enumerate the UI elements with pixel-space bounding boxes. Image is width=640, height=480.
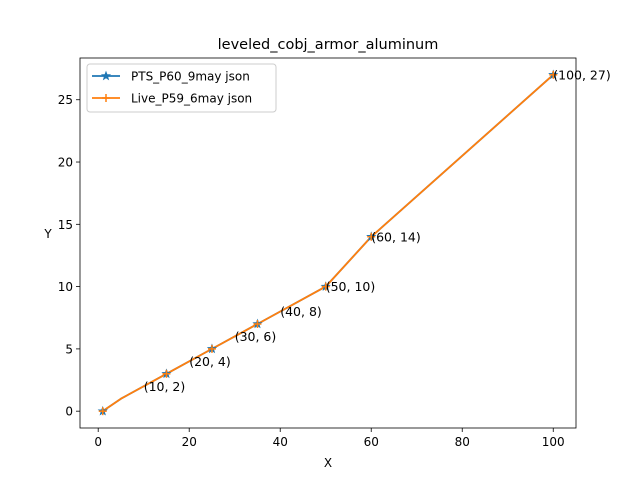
data-label: (10, 2) [144, 379, 186, 394]
y-tick-label: 25 [58, 93, 73, 107]
data-label: (100, 27) [553, 67, 610, 82]
series-2-point-7 [549, 70, 558, 79]
data-label: (60, 14) [371, 229, 421, 244]
legend-entries: PTS_P60_9may json Live_P59_6may json [92, 70, 252, 106]
marker-layer [97, 69, 559, 416]
series-2-point-4 [253, 319, 262, 328]
series-layer [101, 73, 555, 413]
y-tick-label: 0 [65, 405, 73, 419]
series-line-2 [101, 73, 555, 413]
series-2-point-5 [321, 282, 330, 291]
series-2-point-1 [98, 407, 107, 416]
y-tick-label: 10 [58, 280, 73, 294]
series-2-point-3 [207, 344, 216, 353]
legend-entry-2: Live_P59_6may json [92, 92, 252, 106]
legend-entry-1: PTS_P60_9may json [92, 70, 250, 84]
series-2-point-6 [367, 232, 376, 241]
legend-box [86, 63, 277, 113]
x-tick-label: 40 [273, 435, 288, 449]
plot-frame [79, 57, 577, 429]
data-label: (20, 4) [189, 354, 231, 369]
y-axis-label: Y [43, 227, 52, 241]
annotation-layer: (10, 2)(20, 4) (30, 6)(40, 8) (50, 10) (60,… [144, 67, 611, 393]
x-axis-label: X [324, 456, 332, 470]
legend-marker [100, 70, 112, 81]
chart-title: leveled_cobj_armor_aluminum [218, 37, 439, 53]
y-tick-label: 20 [58, 156, 73, 170]
x-tick-label: 60 [364, 435, 379, 449]
data-label: (30, 6) [235, 329, 277, 344]
x-tick-label: 80 [455, 435, 470, 449]
y-tick-label: 5 [65, 342, 73, 356]
data-label: (50, 10) [326, 279, 376, 294]
y-axis: 0 5 10 15 20 25 [58, 93, 80, 419]
x-tick-label: 100 [542, 435, 565, 449]
series-2-point-2 [162, 369, 171, 378]
legend-label: PTS_P60_9may json [131, 70, 250, 84]
legend: PTS_P60_9may json Live_P59_6may json [86, 63, 277, 113]
y-tick-label: 15 [58, 218, 73, 232]
data-label: (40, 8) [280, 304, 322, 319]
x-tick-label: 20 [182, 435, 197, 449]
legend-label: Live_P59_6may json [131, 92, 252, 106]
legend-marker [102, 94, 110, 102]
x-axis: 0 20 40 60 80 100 [94, 428, 565, 449]
x-tick-label: 0 [94, 435, 102, 449]
